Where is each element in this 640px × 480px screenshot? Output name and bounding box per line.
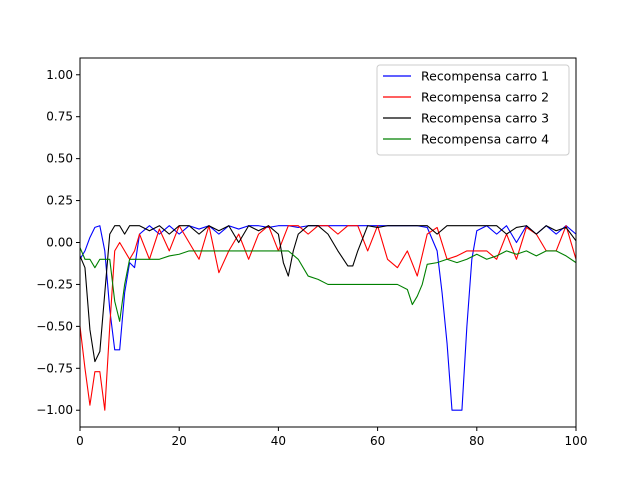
y-tick-label: 0.25 xyxy=(46,194,73,208)
x-tick-label: 40 xyxy=(271,434,286,448)
legend-label-2: Recompensa carro 2 xyxy=(421,90,549,105)
y-tick-label: −1.00 xyxy=(36,403,73,417)
y-axis: −1.00 −0.75 −0.50 −0.25 0.00 0.25 0.50 0.75 1.00 xyxy=(36,68,80,417)
y-tick-label: 0.50 xyxy=(46,152,73,166)
legend-label-4: Recompensa carro 4 xyxy=(421,132,549,147)
series-line-4 xyxy=(79,247,577,322)
x-tick-label: 80 xyxy=(469,434,484,448)
y-tick-label: 0.00 xyxy=(46,236,73,250)
legend: Recompensa carro 1 Recompensa carro 2 Reco… xyxy=(376,64,570,156)
x-tick-label: 0 xyxy=(76,434,84,448)
x-tick-label: 100 xyxy=(565,434,588,448)
y-tick-label: −0.50 xyxy=(36,319,73,333)
y-tick-label: 0.75 xyxy=(46,110,73,124)
y-tick-label: −0.75 xyxy=(36,361,73,375)
y-tick-label: −0.25 xyxy=(36,277,73,291)
legend-box xyxy=(376,64,570,156)
x-tick-label: 60 xyxy=(370,434,385,448)
y-tick-label: 1.00 xyxy=(46,68,73,82)
x-tick-label: 20 xyxy=(172,434,187,448)
series-lines xyxy=(79,225,577,411)
series-line-3 xyxy=(79,225,577,363)
series-line-2 xyxy=(79,225,577,411)
x-axis: 0 20 40 60 80 100 xyxy=(76,427,587,448)
legend-label-3: Recompensa carro 3 xyxy=(421,111,549,126)
legend-label-1: Recompensa carro 1 xyxy=(421,69,549,84)
